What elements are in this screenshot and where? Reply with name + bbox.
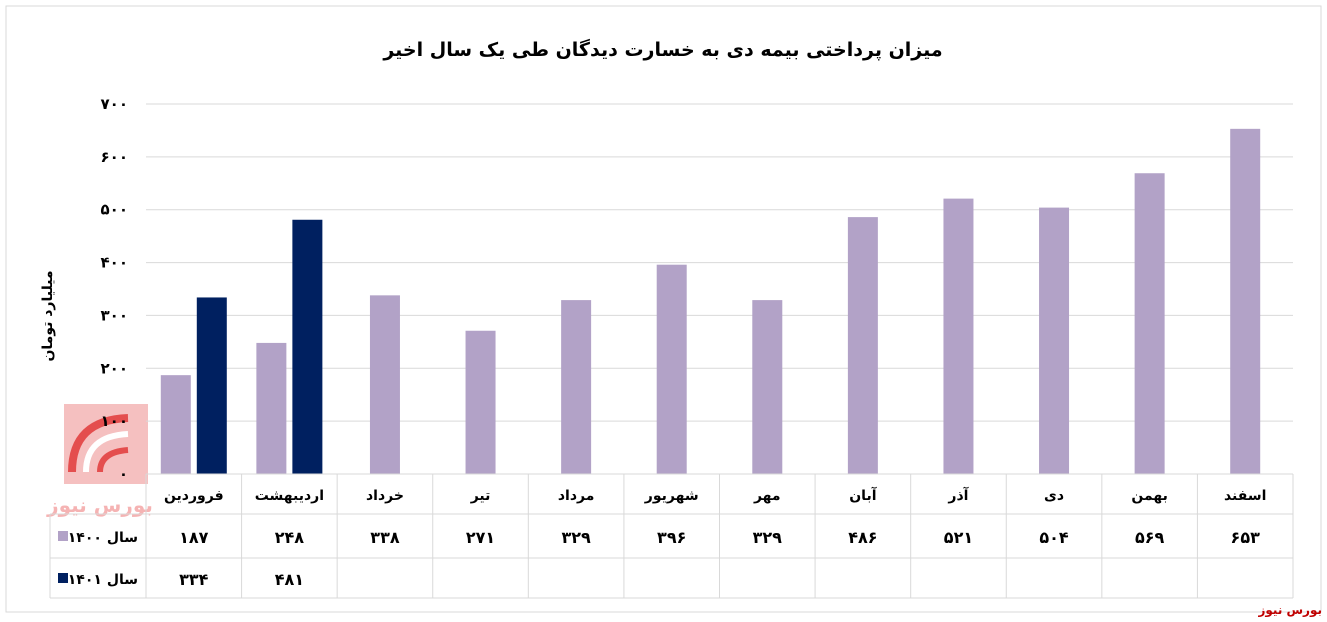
gridlines (146, 103, 1293, 422)
bar-1-10 (1039, 207, 1070, 474)
legend-label: سال ۱۴۰۰ (68, 530, 138, 546)
y-tick-label: ۵۰۰ (101, 201, 128, 219)
data-label: ۳۹۶ (657, 528, 686, 547)
category-label: مرداد (558, 488, 595, 504)
y-tick-label: ۱۰۰ (101, 412, 128, 430)
data-label: ۵۲۱ (944, 528, 973, 547)
category-label: آذر (947, 486, 969, 504)
source-label: بورس نیوز (1257, 603, 1322, 618)
category-label: اسفند (1224, 488, 1266, 504)
category-label: تیر (470, 488, 491, 504)
data-label: ۴۸۶ (848, 528, 877, 547)
y-tick-label: ۲۰۰ (101, 359, 128, 377)
data-label: ۲۷۱ (466, 528, 495, 547)
category-label: فروردین (164, 488, 224, 504)
data-label: ۱۸۷ (179, 528, 209, 547)
bar-1-12 (1230, 128, 1261, 475)
data-label: ۳۲۹ (753, 528, 783, 547)
category-label: آبان (849, 486, 877, 504)
bar-1-2 (256, 342, 287, 474)
y-axis-label: میلیارد تومان (40, 270, 56, 361)
y-ticks: ۰ ۱۰۰ ۲۰۰ ۳۰۰ ۴۰۰ ۵۰۰ ۶۰۰ ۷۰۰ (101, 95, 128, 483)
legend-swatch (58, 531, 68, 541)
bar-1-3 (369, 295, 400, 474)
data-table: فروردین ۱۸۷ ۳۳۴ اردیبهشت ۲۴۸ ۴۸۱ خرداد ۳۳۸ تیر ۲۷… (49, 473, 1294, 599)
data-label: ۳۲۹ (561, 528, 591, 547)
bar-1-1 (160, 375, 191, 474)
legend-swatch (58, 573, 68, 583)
category-label: اردیبهشت (255, 488, 324, 504)
bar-1-4 (465, 330, 496, 474)
bar-1-11 (1134, 173, 1165, 474)
legend-label: سال ۱۴۰۱ (68, 572, 138, 588)
bars (160, 128, 1261, 475)
data-label: ۵۶۹ (1135, 528, 1165, 547)
bar-1-9 (943, 198, 974, 474)
bar-1-5 (561, 300, 592, 474)
data-label: ۳۳۴ (179, 570, 209, 589)
bar-2-1 (196, 297, 227, 474)
data-label: ۶۵۳ (1231, 528, 1261, 547)
category-label: دی (1044, 488, 1064, 504)
data-label: ۴۸۱ (275, 570, 304, 589)
bar-1-6 (656, 264, 687, 474)
y-tick-label: ۶۰۰ (101, 148, 128, 166)
category-label: شهریور (644, 488, 699, 504)
bar-1-7 (752, 300, 783, 474)
y-tick-label: ۷۰۰ (101, 95, 128, 113)
svg-text:بورس نیوز: بورس نیوز (46, 493, 153, 517)
bar-1-8 (847, 217, 878, 474)
data-label: ۳۳۸ (370, 528, 400, 547)
data-label: ۲۴۸ (275, 528, 305, 547)
category-label: مهر (753, 488, 781, 504)
watermark-logo: بورس نیوز (46, 404, 153, 517)
y-tick-label: ۳۰۰ (101, 306, 128, 324)
category-label: خرداد (366, 488, 404, 504)
y-tick-label: ۴۰۰ (101, 254, 128, 272)
y-tick-label: ۰ (119, 465, 128, 483)
data-label: ۵۰۴ (1039, 528, 1069, 547)
chart-title: میزان پرداختی بیمه دی به خسارت دیدگان طی… (382, 38, 942, 61)
bar-2-2 (292, 219, 323, 474)
category-label: بهمن (1131, 488, 1167, 504)
